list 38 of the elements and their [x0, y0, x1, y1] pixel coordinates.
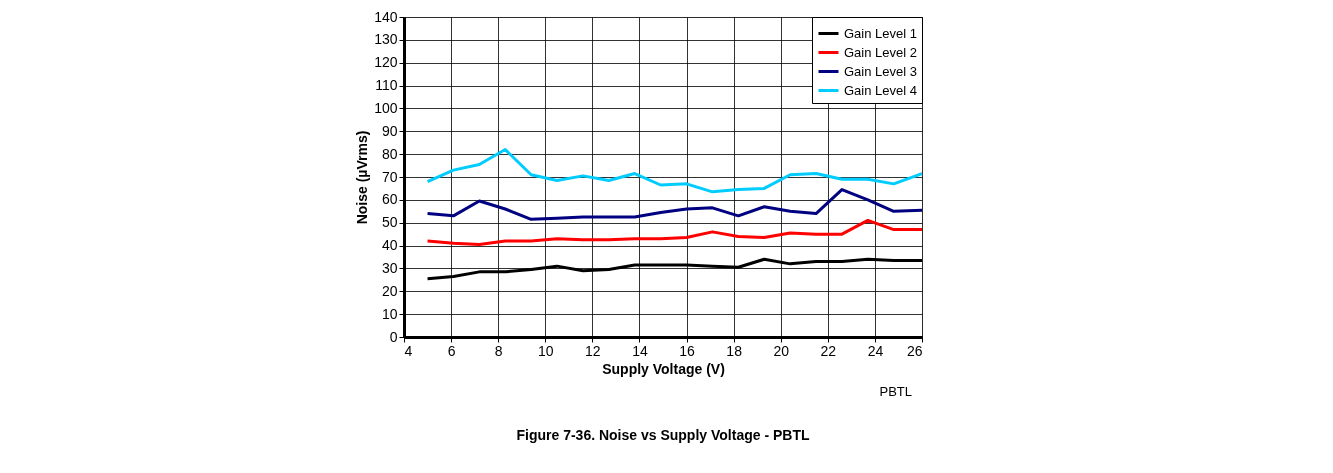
y-tick-label: 130	[374, 31, 398, 48]
line-series	[426, 188, 924, 221]
x-tick-label: 24	[867, 342, 884, 359]
y-tick-label: 100	[374, 99, 398, 116]
line-series	[426, 218, 924, 246]
x-tick-label: 20	[773, 342, 790, 359]
x-tick-label: 26	[906, 342, 923, 359]
legend-label: Gain Level 4	[844, 82, 917, 98]
x-tick-label: 16	[679, 342, 696, 359]
y-tick-label: 30	[381, 259, 398, 276]
x-tick-label: 14	[632, 342, 648, 359]
line-series	[426, 148, 924, 194]
y-tick-label: 70	[381, 168, 398, 185]
y-tick-label: 110	[375, 77, 398, 94]
text: Figure 7-36. Noise vs Supply Voltage - PBTL	[516, 427, 810, 443]
y-tick-label: 120	[374, 54, 398, 71]
legend-label: Gain Level 1	[844, 25, 917, 41]
x-tick-label: 8	[494, 342, 503, 359]
y-tick-label: 10	[381, 305, 398, 322]
y-tick-label: 20	[381, 282, 398, 299]
y-tick-label: 80	[381, 145, 398, 162]
x-tick-label: 18	[726, 342, 743, 359]
y-tick-label: 90	[381, 122, 398, 139]
x-axis-title: Supply Voltage (V)	[602, 360, 725, 377]
y-tick-label: 60	[381, 191, 398, 208]
x-tick-label: 6	[447, 342, 456, 359]
text: PBTL	[879, 384, 912, 399]
x-tick-label: 22	[820, 342, 837, 359]
y-tick-label: 50	[381, 214, 398, 231]
y-axis-title: Noise (µVrms)	[354, 130, 371, 225]
y-tick-label: 40	[381, 237, 398, 254]
x-tick-label: 4	[404, 342, 413, 359]
legend-label: Gain Level 2	[844, 44, 917, 60]
y-tick-label: 0	[389, 328, 398, 345]
y-tick-label: 140	[374, 8, 398, 25]
x-tick-label: 10	[537, 342, 554, 359]
legend-label: Gain Level 3	[844, 63, 917, 79]
x-tick-label: 12	[585, 342, 601, 359]
